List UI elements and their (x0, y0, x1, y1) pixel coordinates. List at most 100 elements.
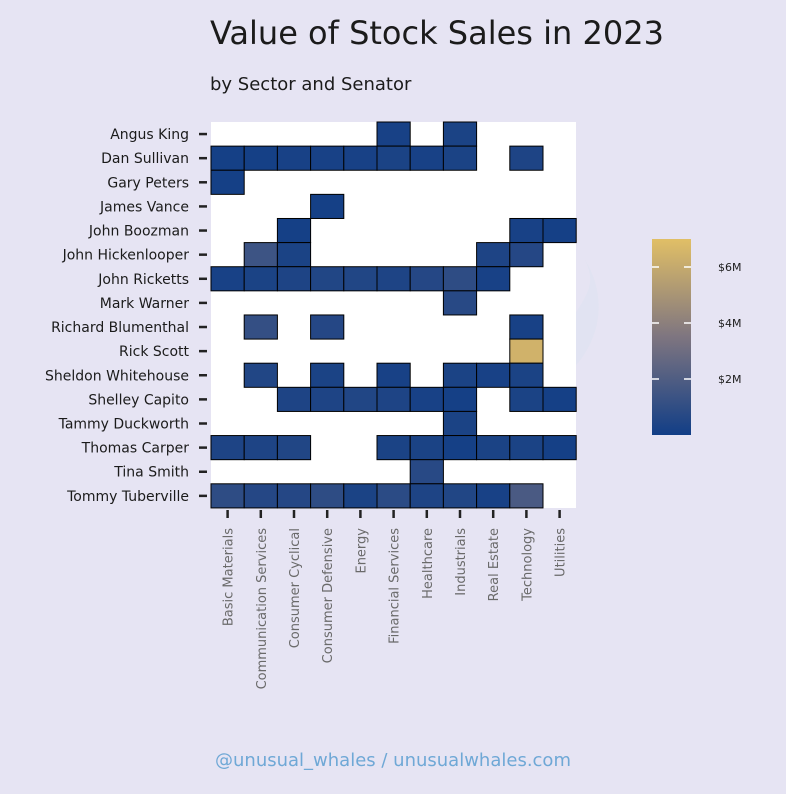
heatmap-cell (243, 314, 278, 340)
heatmap-cell (243, 483, 278, 509)
heatmap-cell (376, 362, 411, 388)
y-tick-label: Shelley Capito (88, 392, 189, 408)
heatmap-cell (343, 145, 378, 171)
heatmap-cell (310, 145, 345, 171)
heatmap-cell (509, 242, 544, 268)
heatmap-cell (542, 386, 577, 412)
y-tick-label: Thomas Carper (81, 441, 190, 457)
y-tick-label: Richard Blumenthal (51, 320, 189, 336)
heatmap-cell (276, 435, 312, 461)
heatmap-cell (310, 314, 345, 340)
heatmap-cell (509, 314, 544, 340)
heatmap-cell (310, 193, 345, 219)
heatmap-cell (210, 435, 245, 461)
heatmap-cell (509, 338, 544, 364)
y-tick-label: Tammy Duckworth (58, 417, 189, 433)
x-axis: Basic Materials Communication Services Con… (222, 510, 569, 689)
heatmap-cell (276, 483, 312, 509)
heatmap-cell (243, 435, 278, 461)
heatmap-cells (210, 121, 577, 509)
colorbar (652, 239, 691, 435)
heatmap-cell (409, 145, 444, 171)
x-tick-label: Financial Services (388, 528, 403, 644)
heatmap-cell (442, 435, 478, 461)
heatmap-cell (409, 386, 444, 412)
heatmap-cell (409, 266, 444, 292)
colorbar-tick-label: $4M (718, 317, 742, 330)
heatmap-cell (376, 121, 411, 147)
heatmap-cell (343, 483, 378, 509)
y-tick-label: Angus King (110, 127, 189, 143)
y-tick-label: Dan Sullivan (101, 151, 189, 167)
heatmap-cell (243, 362, 278, 388)
heatmap-cell (476, 362, 511, 388)
heatmap-cell (243, 242, 278, 268)
heatmap-cell (509, 483, 544, 509)
heatmap-cell (276, 217, 312, 244)
heatmap-cell (442, 362, 478, 388)
heatmap-cell (442, 386, 478, 412)
heatmap-cell (276, 386, 312, 412)
y-tick-label: Gary Peters (107, 175, 189, 191)
heatmap-cell (210, 266, 245, 292)
x-tick-label: Consumer Cyclical (288, 528, 303, 648)
heatmap-cell (442, 483, 478, 509)
heatmap-cell (509, 386, 544, 412)
heatmap-cell (442, 266, 478, 292)
heatmap-cell (442, 121, 478, 147)
heatmap-cell (276, 145, 312, 171)
heatmap-cell (509, 435, 544, 461)
heatmap-cell (376, 266, 411, 292)
y-tick-label: Sheldon Whitehouse (45, 368, 189, 384)
x-tick-label: Energy (354, 528, 369, 574)
colorbar-tick-label: $6M (718, 261, 742, 274)
y-tick-label: Tina Smith (113, 465, 189, 481)
footer-credit: @unusual_whales / unusualwhales.com (215, 750, 571, 771)
heatmap-cell (243, 266, 278, 292)
heatmap-cell (310, 362, 345, 388)
x-tick-label: Basic Materials (222, 528, 237, 626)
heatmap-cell (509, 362, 544, 388)
heatmap-cell (376, 435, 411, 461)
heatmap-cell (442, 410, 478, 437)
heatmap-cell (343, 266, 378, 292)
y-tick-label: John Hickenlooper (62, 248, 190, 264)
y-tick-label: John Boozman (88, 224, 189, 240)
heatmap-cell (276, 266, 312, 292)
heatmap-cell (476, 242, 511, 268)
x-tick-label: Healthcare (421, 528, 436, 599)
heatmap-cell (210, 145, 245, 171)
y-tick-label: Rick Scott (119, 344, 190, 360)
heatmap-cell (509, 217, 544, 244)
heatmap-cell (376, 483, 411, 509)
heatmap-cell (243, 145, 278, 171)
x-tick-label: Utilities (554, 528, 569, 577)
y-tick-label: James Vance (99, 199, 189, 215)
chart-subtitle: by Sector and Senator (210, 74, 412, 95)
heatmap-cell (409, 435, 444, 461)
heatmap-cell (210, 483, 245, 509)
x-tick-label: Technology (520, 528, 535, 602)
heatmap-cell (376, 386, 411, 412)
heatmap-cell (210, 169, 245, 195)
heatmap-cell (276, 242, 312, 268)
heatmap-cell (409, 483, 444, 509)
heatmap-cell (442, 290, 478, 316)
y-tick-label: Mark Warner (100, 296, 189, 312)
heatmap-cell (542, 435, 577, 461)
heatmap-cell (476, 483, 511, 509)
heatmap-cell (442, 145, 478, 171)
x-tick-label: Consumer Defensive (321, 528, 336, 663)
heatmap-cell (476, 435, 511, 461)
colorbar-legend: $2M $4M $6M (652, 239, 742, 435)
x-tick-label: Real Estate (487, 528, 502, 601)
y-axis: Angus King Dan Sullivan Gary Peters James V… (45, 127, 207, 505)
y-tick-label: Tommy Tuberville (66, 489, 189, 505)
heatmap-cell (310, 386, 345, 412)
heatmap-cell (542, 217, 577, 244)
x-tick-label: Industrials (454, 528, 469, 596)
heatmap-cell (343, 386, 378, 412)
heatmap-cell (310, 483, 345, 509)
y-tick-label: John Ricketts (97, 272, 189, 288)
